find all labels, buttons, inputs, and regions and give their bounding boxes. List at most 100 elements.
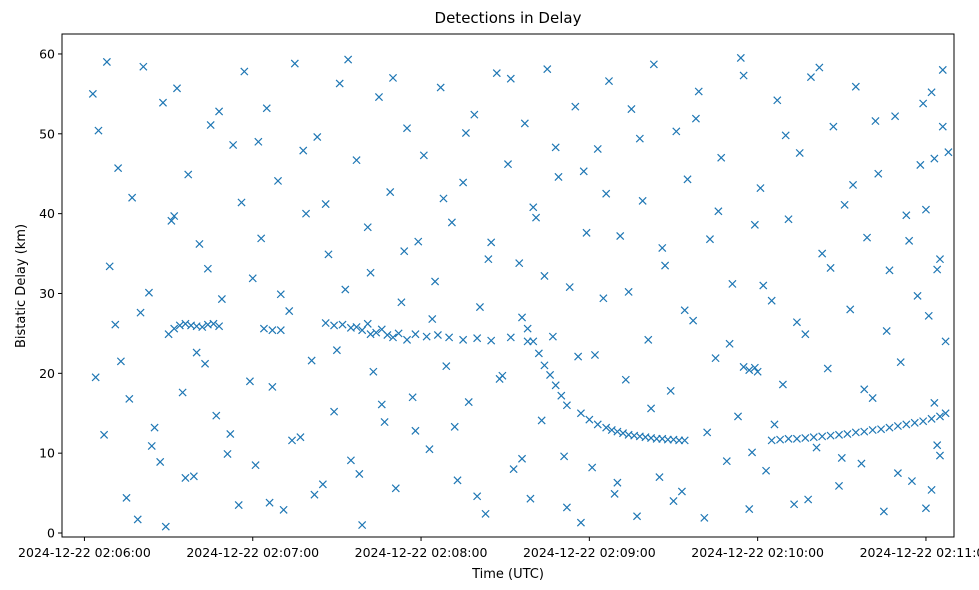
detection-marker <box>464 398 473 407</box>
detection-marker <box>192 348 201 357</box>
detection-marker <box>762 466 771 475</box>
detection-marker <box>388 333 398 342</box>
detection-marker <box>748 448 757 457</box>
detection-marker <box>714 207 723 216</box>
detection-marker <box>217 295 226 304</box>
x-axis: 2024-12-22 02:06:00 2024-12-22 02:07:00 20… <box>18 537 979 560</box>
detection-marker <box>161 522 170 531</box>
detection-marker <box>837 453 846 462</box>
detection-marker <box>826 263 835 272</box>
detection-marker <box>767 436 776 445</box>
detection-marker <box>529 337 538 346</box>
detection-marker <box>784 215 793 224</box>
detection-marker <box>728 279 737 288</box>
detection-marker <box>627 105 636 114</box>
detection-marker <box>170 324 179 333</box>
y-axis: 0 10 20 30 40 50 60 <box>39 46 62 541</box>
detection-marker <box>725 339 734 348</box>
detection-marker <box>770 420 779 429</box>
detection-marker <box>560 452 569 461</box>
detection-marker <box>506 333 515 342</box>
detection-marker <box>860 385 869 394</box>
detection-marker <box>431 277 440 286</box>
detection-marker <box>366 268 375 277</box>
detection-marker <box>265 498 274 507</box>
detection-marker <box>425 445 434 454</box>
detection-marker <box>346 456 355 465</box>
detection-marker <box>352 322 361 332</box>
detection-marker <box>851 82 860 91</box>
detection-marker <box>262 104 271 113</box>
x-tick-label: 2024-12-22 02:08:00 <box>355 545 488 560</box>
detection-marker <box>237 198 246 207</box>
detection-marker <box>599 294 608 303</box>
detection-marker <box>122 493 131 502</box>
detection-marker <box>234 501 243 510</box>
detection-marker <box>689 316 698 325</box>
detection-marker <box>100 430 109 439</box>
detection-marker <box>613 478 622 487</box>
detection-marker <box>941 409 950 418</box>
detection-marker <box>801 433 810 443</box>
detection-marker <box>473 334 482 343</box>
detection-marker <box>341 285 350 294</box>
detection-marker <box>428 315 437 324</box>
detection-marker <box>487 336 496 345</box>
detection-marker <box>863 233 872 242</box>
detection-marker <box>801 330 810 339</box>
detection-marker <box>411 330 420 339</box>
detection-marker <box>638 196 647 205</box>
detection-marker <box>400 247 409 256</box>
detection-marker <box>666 386 675 395</box>
detection-marker <box>201 359 210 368</box>
detection-marker <box>792 434 801 443</box>
detection-marker <box>739 362 748 371</box>
detection-marker <box>694 87 703 96</box>
detection-marker <box>259 324 268 333</box>
detection-marker <box>302 209 311 218</box>
detection-marker <box>905 236 914 245</box>
detection-marker <box>823 364 832 373</box>
detection-marker <box>198 322 207 332</box>
detection-marker <box>669 497 678 506</box>
detection-marker <box>944 148 953 157</box>
detection-marker <box>759 281 768 290</box>
detection-marker <box>114 164 123 173</box>
detection-marker <box>607 425 616 435</box>
detection-marker <box>212 411 221 420</box>
detection-marker <box>372 328 381 337</box>
y-tick-label: 40 <box>39 206 55 221</box>
detection-marker <box>860 427 869 436</box>
detection-marker <box>677 487 686 496</box>
detection-marker <box>902 420 911 429</box>
detection-marker <box>554 172 563 181</box>
detection-marker <box>422 332 431 341</box>
detection-marker <box>397 298 406 307</box>
detection-marker <box>896 358 905 367</box>
detection-marker <box>515 259 524 268</box>
detection-marker <box>91 373 100 382</box>
detection-marker <box>299 146 308 155</box>
detection-marker <box>806 73 815 82</box>
detection-marker <box>902 211 911 220</box>
detection-marker <box>815 63 824 72</box>
detection-marker <box>571 102 580 111</box>
detection-marker <box>745 505 754 514</box>
detection-marker <box>588 463 597 472</box>
detection-marker <box>442 362 451 371</box>
detection-marker <box>318 480 327 489</box>
detection-marker <box>206 120 215 130</box>
detection-marker <box>548 332 557 341</box>
detection-marker <box>492 69 501 78</box>
detection-marker <box>380 418 389 427</box>
detection-marker <box>178 388 187 397</box>
detection-marker <box>374 93 383 102</box>
detection-marker <box>209 319 218 328</box>
detection-marker <box>411 426 420 435</box>
detection-marker <box>593 420 602 429</box>
detection-marker <box>355 469 364 478</box>
detection-marker <box>506 74 515 83</box>
detection-marker <box>562 503 571 512</box>
detection-marker <box>136 308 145 317</box>
detection-marker <box>745 366 754 375</box>
